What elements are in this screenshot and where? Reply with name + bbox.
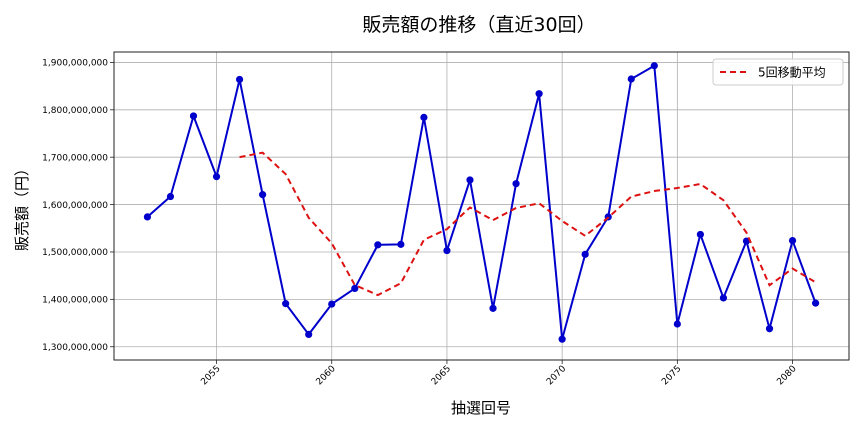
x-axis-label: 抽選回号 <box>451 399 511 417</box>
data-point-marker <box>420 113 428 121</box>
x-tick-label: 2075 <box>660 364 683 387</box>
data-point-marker <box>189 112 198 120</box>
y-axis-label: 販売額（円） <box>13 161 31 251</box>
data-point-marker <box>719 294 728 302</box>
data-point-marker <box>673 320 681 328</box>
data-point-marker <box>443 246 451 255</box>
data-point-marker <box>143 213 152 221</box>
data-point-marker <box>489 304 497 312</box>
sales-line <box>146 64 817 341</box>
x-tick-label: 2070 <box>545 364 568 387</box>
data-point-marker <box>558 335 566 343</box>
data-point-marker <box>374 241 382 249</box>
y-tick-label: 1,400,000,000 <box>42 296 108 306</box>
data-point-marker <box>788 236 797 245</box>
y-tick-label: 1,600,000,000 <box>42 201 108 211</box>
data-point-marker <box>650 62 658 70</box>
legend-box <box>712 58 844 86</box>
data-point-marker <box>765 325 774 333</box>
data-point-marker <box>351 284 359 293</box>
x-tick-label: 2055 <box>199 364 222 387</box>
x-tick-label: 2060 <box>315 364 338 387</box>
x-tick-label: 2080 <box>775 364 798 387</box>
data-point-marker <box>166 192 175 201</box>
y-tick-label: 1,900,000,000 <box>42 59 108 69</box>
y-tick-label: 1,300,000,000 <box>42 343 108 353</box>
y-tick-label: 1,500,000,000 <box>42 248 108 258</box>
data-point-marker <box>512 180 520 188</box>
data-point-marker <box>397 240 405 248</box>
data-point-marker <box>627 75 635 83</box>
y-tick-label: 1,800,000,000 <box>42 106 108 116</box>
data-point-marker <box>212 173 221 181</box>
data-point-marker <box>811 299 820 307</box>
data-point-marker <box>466 176 474 184</box>
data-point-marker <box>696 230 704 239</box>
x-axis-ticks: 2055 2060 2065 2070 2075 2080 <box>199 360 799 387</box>
chart-title: 販売額の推移（直近30回） <box>362 14 595 36</box>
y-axis-ticks: 1,300,000,000 1,400,000,000 1,500,000,000 1… <box>42 59 114 353</box>
data-point-marker <box>581 250 589 258</box>
y-tick-label: 1,700,000,000 <box>42 153 108 163</box>
x-tick-label: 2065 <box>430 364 453 387</box>
data-point-marker <box>328 300 336 308</box>
legend: 5回移動平均 <box>712 58 844 86</box>
moving-average-line <box>239 151 817 297</box>
data-point-marker <box>305 330 313 339</box>
data-point-marker <box>235 75 244 84</box>
data-point-marker <box>535 90 543 98</box>
data-point-marker <box>282 300 290 308</box>
grid-lines <box>114 52 849 360</box>
data-series <box>143 62 820 343</box>
data-point-marker <box>259 191 267 199</box>
legend-label-moving-average: 5回移動平均 <box>758 66 826 80</box>
data-point-marker <box>742 237 751 245</box>
plot-frame <box>113 51 850 361</box>
